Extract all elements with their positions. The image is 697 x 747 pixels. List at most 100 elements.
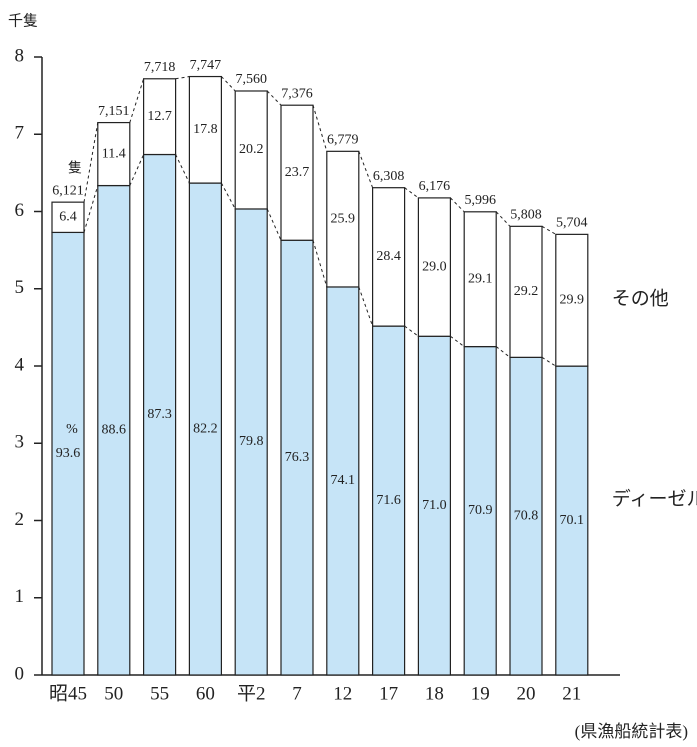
bar-segment (280, 239, 314, 676)
value-label: 6.4 (59, 210, 77, 225)
bar-segment (280, 104, 314, 241)
bar-segment (234, 208, 268, 676)
value-label: 23.7 (285, 165, 310, 180)
value-label: 29.0 (422, 259, 447, 274)
value-label: 20.2 (239, 142, 264, 157)
x-tick-label: 17 (379, 683, 398, 704)
connector (450, 197, 465, 213)
bar-segment (417, 197, 451, 337)
connector (312, 240, 328, 288)
legend-label: ディーゼル (612, 488, 697, 510)
total-label: 6,121 (52, 183, 84, 198)
value-label: 71.6 (376, 493, 401, 508)
source: (県漁船統計表) (575, 722, 688, 741)
value-label: 70.8 (514, 508, 539, 523)
y-tick-label: 1 (15, 586, 25, 607)
connector (495, 211, 511, 227)
total-label: 7,718 (144, 60, 176, 75)
y-tick-label: 3 (15, 432, 25, 453)
connector (266, 90, 282, 106)
total-label: 5,704 (556, 216, 588, 231)
value-label: 88.6 (102, 422, 127, 437)
x-tick-label: 55 (150, 683, 169, 704)
bar-segment (463, 345, 497, 676)
bar-segment (555, 233, 589, 367)
y-tick-label: 6 (15, 200, 25, 221)
value-label: 82.2 (193, 421, 218, 436)
x-tick-label: 19 (471, 683, 490, 704)
bar-segment (234, 90, 268, 210)
y-tick-label: 4 (15, 354, 25, 375)
bar-segment (143, 153, 177, 676)
value-label: 70.1 (560, 513, 585, 528)
y-axis-label: 千隻 (8, 12, 38, 29)
value-label: 25.9 (331, 211, 356, 226)
connector (220, 182, 236, 210)
connector (495, 346, 511, 358)
connector (129, 78, 145, 123)
bar-segment (51, 201, 85, 234)
value-label: 76.3 (285, 450, 310, 465)
y-tick-label: 7 (15, 123, 25, 144)
total-label: 7,560 (235, 72, 267, 87)
value-label: 29.1 (468, 271, 493, 286)
connector (450, 335, 465, 347)
value-label: 74.1 (331, 473, 356, 488)
bar-segment (555, 365, 589, 676)
bar-segment (509, 225, 543, 358)
x-tick-label: 昭45 (49, 683, 87, 704)
y-tick-label: 2 (15, 509, 25, 530)
connector (404, 325, 419, 337)
connector (83, 185, 99, 233)
connector (358, 151, 374, 188)
total-label: 7,151 (98, 104, 130, 119)
y-tick-label: 5 (15, 277, 25, 298)
total-label: 5,996 (464, 193, 496, 208)
value-label: 11.4 (102, 146, 126, 161)
x-tick-label: 12 (333, 683, 352, 704)
value-label: 28.4 (376, 249, 401, 264)
total-label: 6,779 (327, 133, 359, 148)
connector (358, 286, 374, 327)
value-label: 87.3 (147, 407, 172, 422)
value-label: 17.8 (193, 122, 218, 137)
total-label: 5,808 (510, 208, 542, 223)
value-label: 93.6 (56, 446, 81, 461)
bar-segment (463, 211, 497, 348)
x-tick-label: 60 (196, 683, 215, 704)
total-label: 7,747 (190, 58, 222, 73)
x-tick-label: 7 (292, 683, 302, 704)
value-label: 70.9 (468, 503, 493, 518)
connector (312, 105, 328, 152)
bar-segment (372, 187, 406, 327)
x-tick-label: 50 (104, 683, 123, 704)
value-label: 29.2 (514, 284, 539, 299)
connector (175, 154, 190, 184)
value-label: 12.7 (147, 109, 172, 124)
bar-segment (326, 150, 360, 288)
total-label: 7,376 (281, 86, 313, 101)
unit-annotation: 隻 (68, 160, 82, 176)
x-tick-label: 18 (425, 683, 444, 704)
bar-segment (51, 231, 85, 676)
value-label: 79.8 (239, 434, 264, 449)
value-label: 71.0 (422, 498, 447, 513)
connector (129, 154, 145, 186)
connector (541, 225, 557, 235)
x-tick-label: 平2 (237, 683, 266, 704)
connector (266, 208, 282, 241)
connector (83, 122, 99, 203)
bar-segment (326, 286, 360, 676)
legend-label: その他 (612, 288, 669, 310)
connector (404, 187, 419, 199)
x-tick-label: 20 (517, 683, 536, 704)
connector (541, 356, 557, 367)
unit-annotation: % (66, 422, 78, 437)
total-label: 6,176 (419, 179, 451, 194)
bar-segment (97, 184, 131, 676)
connector (175, 76, 190, 80)
bar-segment (188, 75, 222, 184)
x-tick-label: 21 (562, 683, 581, 704)
total-label: 6,308 (373, 169, 405, 184)
